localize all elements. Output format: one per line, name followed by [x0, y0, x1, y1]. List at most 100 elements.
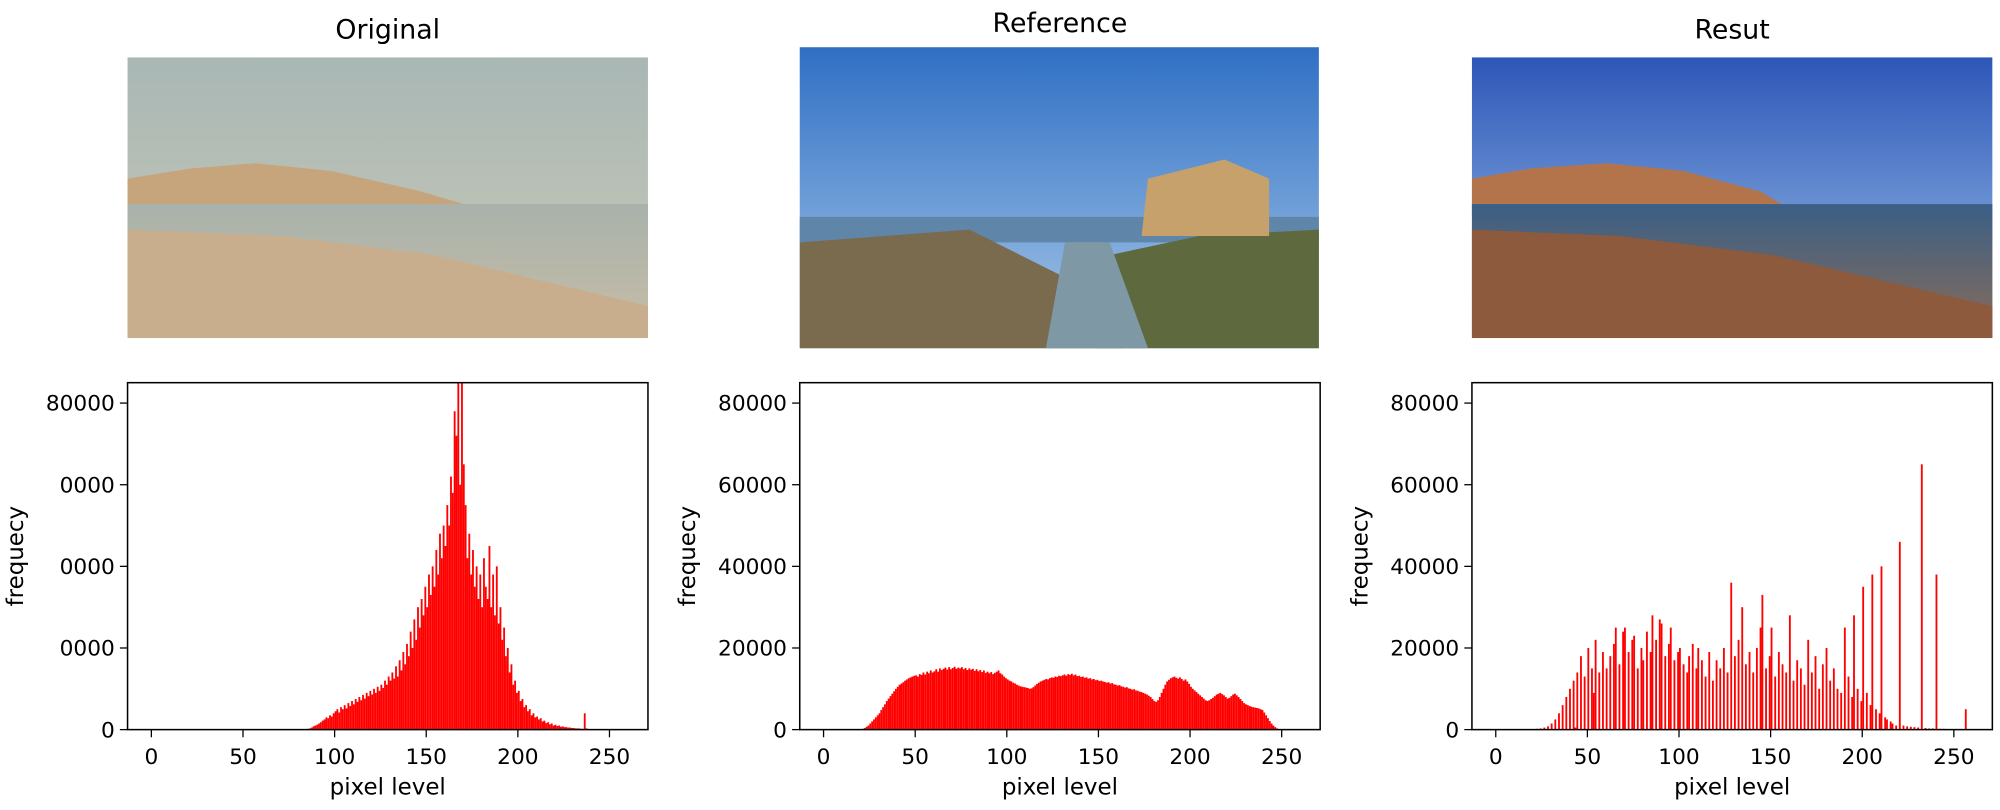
histogram-bar	[472, 550, 474, 730]
y-tick-label: 0	[101, 718, 115, 743]
histogram-bar	[1191, 688, 1194, 730]
histogram-bar	[1558, 713, 1560, 730]
histogram-bar	[494, 615, 496, 730]
histogram-bar	[893, 691, 896, 730]
histogram-bar	[363, 698, 366, 730]
x-tick-label: 100	[986, 745, 1027, 770]
histogram-bar	[1248, 705, 1251, 730]
image-result	[1471, 57, 1993, 339]
histogram-bar	[1543, 727, 1546, 730]
histogram-bar	[552, 725, 555, 730]
histogram-bar	[1129, 688, 1132, 730]
histogram-bar	[1109, 683, 1112, 730]
histogram-bar	[918, 674, 921, 730]
histogram-bar	[993, 672, 996, 730]
histogram-bar	[1700, 660, 1703, 730]
histogram-bar	[376, 686, 379, 730]
histogram-bar	[1759, 627, 1762, 730]
histogram-bar	[1622, 631, 1625, 730]
histogram-bar	[1177, 678, 1180, 730]
histogram-bar	[891, 693, 894, 730]
x-tick-label: 0	[1489, 745, 1503, 770]
histogram-bar	[1814, 656, 1817, 730]
histogram-bar	[907, 678, 910, 730]
histogram-bar	[371, 694, 374, 730]
histogram-bar	[492, 574, 495, 730]
histogram-bar	[358, 696, 361, 730]
histogram-bar	[1239, 699, 1242, 730]
histogram-bar	[1252, 707, 1255, 730]
histogram-bar	[959, 668, 961, 730]
histogram-bar	[1047, 679, 1049, 730]
histogram-bar	[878, 713, 881, 730]
histogram-bar	[539, 718, 542, 730]
histogram-bar	[433, 586, 436, 730]
histogram-bar	[1265, 715, 1268, 730]
histogram-bar	[527, 711, 529, 730]
histogram-bar	[451, 492, 454, 730]
histogram-bar	[1594, 639, 1597, 730]
histogram-bar	[940, 670, 943, 730]
histogram-bar	[1719, 668, 1722, 730]
histogram-bar	[979, 670, 982, 730]
histogram-bar	[567, 727, 570, 730]
histogram-bar	[338, 712, 341, 730]
x-axis-label: pixel level	[1674, 775, 1790, 801]
histogram-bar	[374, 692, 377, 730]
histogram-bar	[1017, 685, 1020, 730]
histogram-bar	[1631, 639, 1634, 730]
histogram-bar	[314, 725, 317, 730]
histogram-bar	[327, 718, 330, 730]
histogram-bar	[1906, 726, 1909, 730]
histogram-bar	[1697, 647, 1700, 730]
histogram-bar	[992, 674, 994, 730]
histogram-bar	[455, 435, 458, 730]
histogram-bar	[1179, 677, 1181, 730]
histogram-bar	[413, 619, 416, 730]
histogram-bar	[1224, 696, 1227, 730]
histogram-bar	[1131, 689, 1134, 730]
chart-title: Reference	[993, 8, 1128, 39]
histogram-bar	[1592, 692, 1595, 730]
histogram-bar	[442, 525, 445, 730]
histogram-bar	[563, 727, 566, 730]
histogram-bar	[1561, 705, 1564, 730]
histogram-bar	[885, 701, 888, 730]
histogram-bar	[398, 660, 401, 730]
x-tick-label: 200	[497, 745, 538, 770]
histogram-bar	[1263, 712, 1266, 730]
histogram-bar	[1124, 687, 1126, 730]
histogram-bar	[942, 668, 945, 730]
histogram-bar	[1554, 719, 1557, 730]
histogram-bar	[1188, 683, 1191, 730]
histogram-bar	[1202, 698, 1205, 730]
histogram-bar	[1212, 697, 1214, 730]
histogram-panel: Resut 0 50 100 150 200 250 0 20000 40000 60000 8000…	[1347, 14, 1994, 801]
histogram-bar	[459, 484, 462, 730]
histogram-bar	[446, 505, 449, 730]
histogram-bar	[909, 677, 912, 730]
histogram-bar	[477, 599, 480, 730]
histogram-bar	[1917, 727, 1920, 730]
histogram-bar	[1157, 700, 1159, 730]
histogram-bar	[1825, 647, 1828, 730]
histogram-bar	[541, 721, 544, 730]
histogram-bar	[1030, 688, 1033, 730]
histogram-bar	[1052, 677, 1055, 730]
y-tick-label: 0	[1445, 718, 1459, 743]
histogram-bar	[1875, 709, 1877, 730]
histogram-bar	[1100, 680, 1103, 730]
histogram-bar	[931, 672, 934, 730]
histogram-bar	[484, 586, 487, 730]
histogram-bar	[1116, 685, 1119, 730]
histogram-bar	[380, 684, 383, 730]
x-tick-label: 100	[1658, 745, 1699, 770]
histogram-bar	[1083, 677, 1086, 730]
histogram-bar	[325, 717, 328, 730]
histogram-bar	[1182, 680, 1185, 730]
histogram-bar	[953, 666, 956, 730]
histogram-bar	[1272, 725, 1275, 730]
histogram-bar	[920, 674, 923, 730]
histogram-bar	[1107, 682, 1110, 730]
